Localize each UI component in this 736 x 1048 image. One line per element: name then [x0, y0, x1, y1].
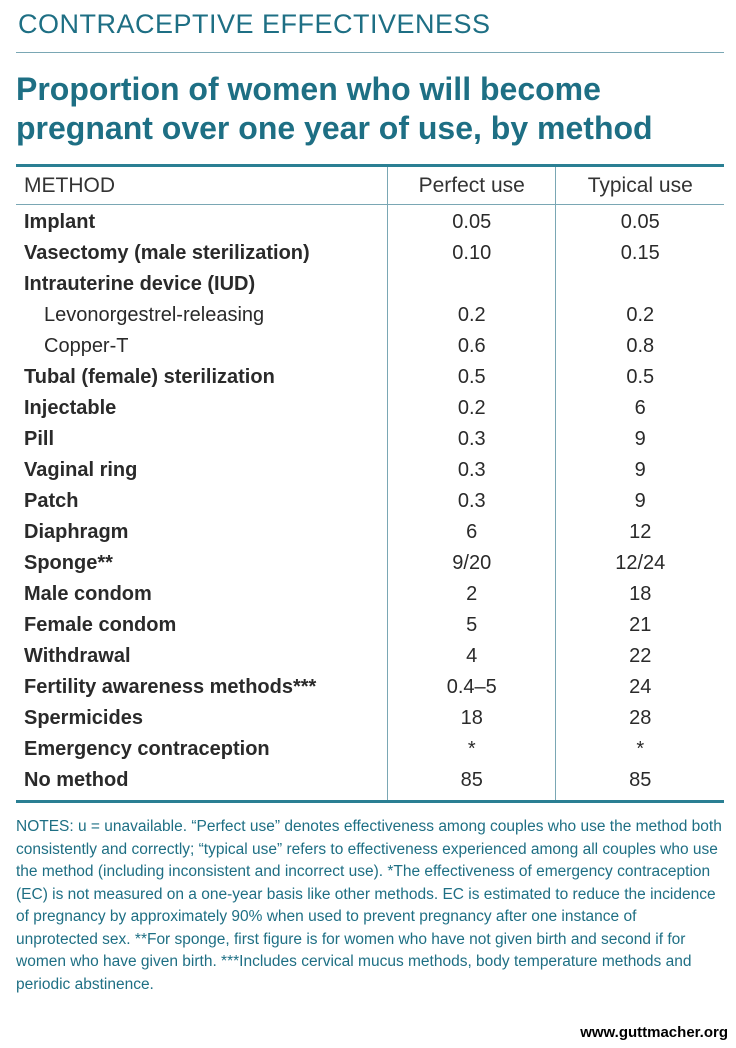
typical-use-cell: 85 — [629, 769, 652, 791]
perfect-use-cell: 5 — [387, 610, 557, 641]
table-row: Male condom 2 18 — [16, 579, 724, 610]
table-row: Levonorgestrel-releasing 0.2 0.2 — [16, 300, 724, 331]
table-row: Emergency contraception * * — [16, 734, 724, 765]
table-row: Sponge** 9/20 12/24 — [16, 548, 724, 579]
typical-use-cell: 21 — [629, 614, 652, 636]
perfect-use-cell: 0.2 — [387, 300, 557, 331]
table-row: Tubal (female) sterilization 0.5 0.5 — [16, 362, 724, 393]
typical-use-cell: 0.05 — [620, 211, 660, 233]
perfect-use-cell: 0.10 — [387, 238, 557, 269]
table-row: Spermicides 18 28 — [16, 703, 724, 734]
perfect-use-cell: 6 — [387, 517, 557, 548]
method-cell: Fertility awareness methods*** — [16, 672, 388, 703]
method-cell: Intrauterine device (IUD) — [16, 269, 388, 300]
typical-use-cell — [556, 269, 724, 300]
method-cell: Injectable — [16, 393, 388, 424]
method-cell: Spermicides — [16, 703, 388, 734]
table-row: Fertility awareness methods*** 0.4–5 24 — [16, 672, 724, 703]
table-row: Diaphragm 6 12 — [16, 517, 724, 548]
perfect-use-cell: 18 — [387, 703, 557, 734]
perfect-use-cell: 0.05 — [387, 204, 557, 238]
perfect-use-cell: * — [387, 734, 557, 765]
table-row: No method 85 85 — [16, 765, 724, 800]
table-row: Intrauterine device (IUD) — [16, 269, 724, 300]
typical-use-cell: 9 — [634, 459, 646, 481]
method-cell: Vasectomy (male sterilization) — [16, 238, 388, 269]
typical-use-cell: 12/24 — [615, 552, 666, 574]
header-perfect-use: Perfect use — [387, 167, 557, 205]
perfect-use-cell: 0.3 — [387, 455, 557, 486]
perfect-use-cell: 0.2 — [387, 393, 557, 424]
method-cell: Tubal (female) sterilization — [16, 362, 388, 393]
typical-use-cell: 24 — [629, 676, 652, 698]
typical-use-cell: 9 — [634, 490, 646, 512]
table-header-row: METHOD Perfect use Typical use — [16, 167, 724, 205]
typical-use-cell: 28 — [629, 707, 652, 729]
table-row: Injectable 0.2 6 — [16, 393, 724, 424]
perfect-use-cell: 9/20 — [387, 548, 557, 579]
table-row: Copper-T 0.6 0.8 — [16, 331, 724, 362]
kicker-divider — [16, 52, 724, 53]
perfect-use-cell: 0.3 — [387, 424, 557, 455]
method-cell: Patch — [16, 486, 388, 517]
table-row: Withdrawal 4 22 — [16, 641, 724, 672]
footnotes: NOTES: u = unavailable. “Perfect use” de… — [16, 818, 722, 993]
section-kicker: CONTRACEPTIVE EFFECTIVENESS — [18, 9, 491, 39]
method-cell: Withdrawal — [16, 641, 388, 672]
method-cell: Diaphragm — [16, 517, 388, 548]
header-method: METHOD — [16, 167, 388, 205]
typical-use-cell: 22 — [629, 645, 652, 667]
perfect-use-cell: 4 — [387, 641, 557, 672]
method-cell: Vaginal ring — [16, 455, 388, 486]
typical-use-cell: 9 — [634, 428, 646, 450]
typical-use-cell: 0.8 — [626, 335, 655, 357]
typical-use-cell: 0.5 — [626, 366, 655, 388]
effectiveness-table: METHOD Perfect use Typical use Implant 0.… — [16, 167, 724, 800]
method-cell: Emergency contraception — [16, 734, 388, 765]
table-row: Patch 0.3 9 — [16, 486, 724, 517]
table-row: Pill 0.3 9 — [16, 424, 724, 455]
method-cell: Copper-T — [16, 331, 388, 362]
table-row: Implant 0.05 0.05 — [16, 204, 724, 238]
method-cell: Pill — [16, 424, 388, 455]
method-cell: Implant — [16, 204, 388, 238]
perfect-use-cell: 0.3 — [387, 486, 557, 517]
method-cell: Levonorgestrel-releasing — [16, 300, 388, 331]
source-url: www.guttmacher.org — [580, 1024, 728, 1041]
table-row: Vaginal ring 0.3 9 — [16, 455, 724, 486]
perfect-use-cell: 0.5 — [387, 362, 557, 393]
perfect-use-cell: 85 — [387, 765, 557, 800]
method-cell: Female condom — [16, 610, 388, 641]
typical-use-cell: 0.15 — [620, 242, 660, 264]
method-cell: No method — [16, 765, 388, 800]
typical-use-cell: 6 — [634, 397, 646, 419]
perfect-use-cell — [387, 269, 557, 300]
typical-use-cell: 12 — [629, 521, 652, 543]
table-row: Female condom 5 21 — [16, 610, 724, 641]
typical-use-cell: 0.2 — [626, 304, 655, 326]
header-typical-use: Typical use — [555, 167, 724, 205]
table-row: Vasectomy (male sterilization) 0.10 0.15 — [16, 238, 724, 269]
perfect-use-cell: 0.6 — [387, 331, 557, 362]
page-title: Proportion of women who will become preg… — [16, 71, 653, 146]
method-cell: Sponge** — [16, 548, 388, 579]
effectiveness-table-container: METHOD Perfect use Typical use Implant 0.… — [16, 164, 724, 803]
method-cell: Male condom — [16, 579, 388, 610]
table-body: Implant 0.05 0.05 Vasectomy (male steriliza… — [16, 204, 724, 800]
typical-use-cell: * — [636, 738, 645, 760]
perfect-use-cell: 0.4–5 — [387, 672, 557, 703]
typical-use-cell: 18 — [629, 583, 652, 605]
perfect-use-cell: 2 — [387, 579, 557, 610]
